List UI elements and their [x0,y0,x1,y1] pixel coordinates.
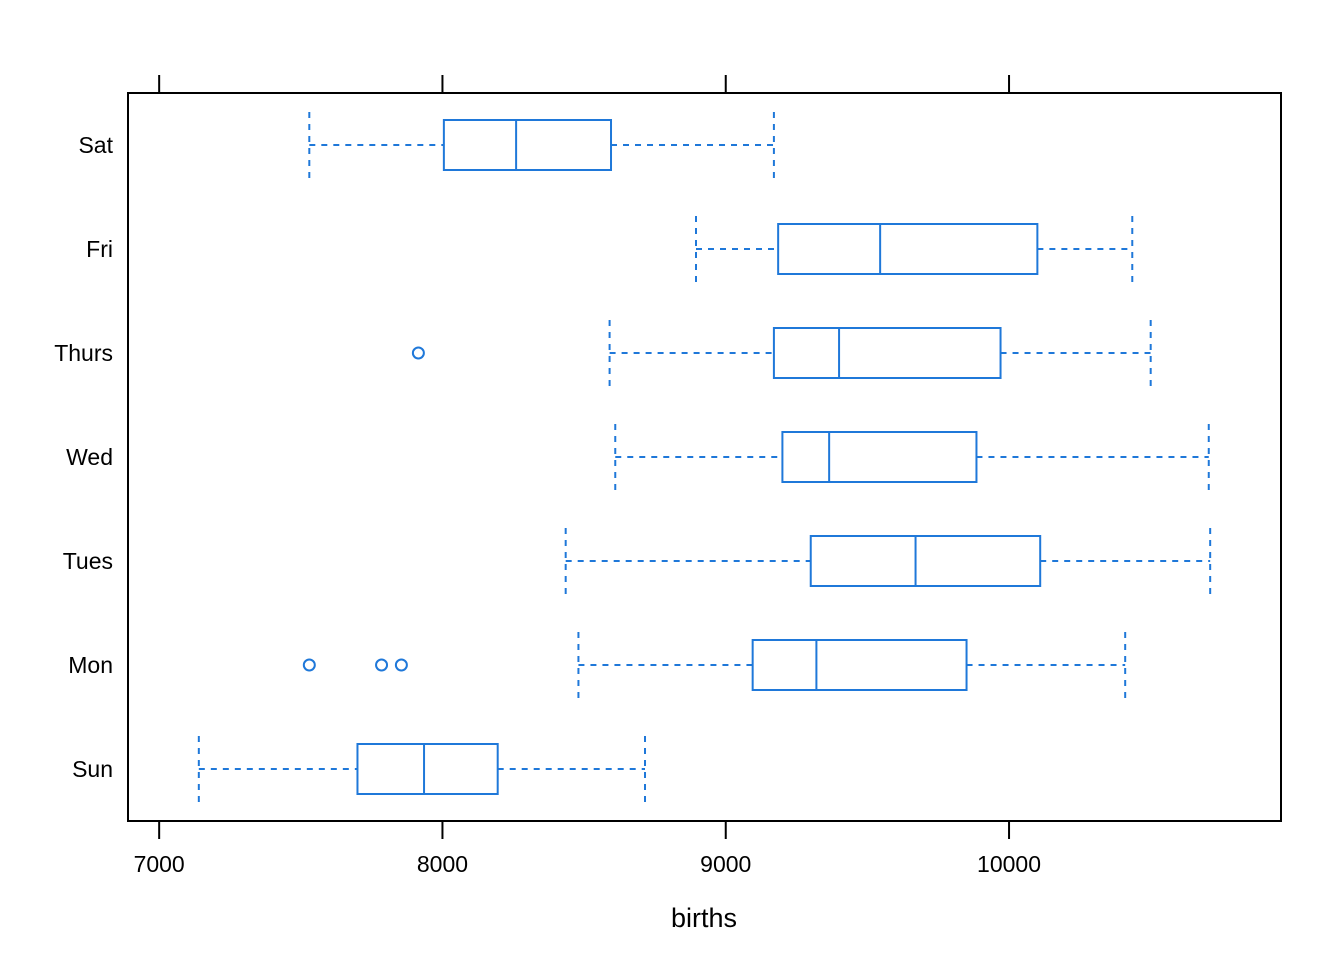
category-label: Tues [63,548,113,574]
category-label: Sat [78,132,113,158]
box-fri [695,216,1134,282]
box-wed [614,424,1210,490]
box-sat [308,112,775,178]
x-axis-tick-labels: 7000 8000 9000 10000 [134,851,1041,877]
outlier-point [411,346,425,360]
x-tick-label: 10000 [977,851,1041,877]
outlier-point [394,658,408,672]
iqr-box [356,743,499,795]
outlier-point [375,658,389,672]
iqr-box [809,535,1042,587]
category-label: Fri [86,236,113,262]
box-series [197,112,1212,802]
iqr-box [781,431,978,483]
iqr-box [772,327,1002,379]
x-tick-label: 9000 [700,851,751,877]
x-tick-label: 8000 [417,851,468,877]
y-axis-category-labels: Sun Mon Tues Wed Thurs Fri Sat [54,132,113,782]
x-tick-label: 7000 [134,851,185,877]
outlier-point [302,658,316,672]
category-label: Wed [66,444,113,470]
category-label: Thurs [54,340,113,366]
x-axis-ticks [158,75,1011,839]
x-axis-label: births [671,903,737,933]
box-mon [302,632,1127,698]
box-sun [197,736,647,802]
iqr-box [442,119,613,171]
iqr-box [751,639,968,691]
plot-frame [127,92,1282,822]
iqr-box [777,223,1039,275]
category-label: Sun [72,756,113,782]
category-label: Mon [68,652,113,678]
box-thurs [411,320,1152,386]
box-tues [564,528,1212,594]
